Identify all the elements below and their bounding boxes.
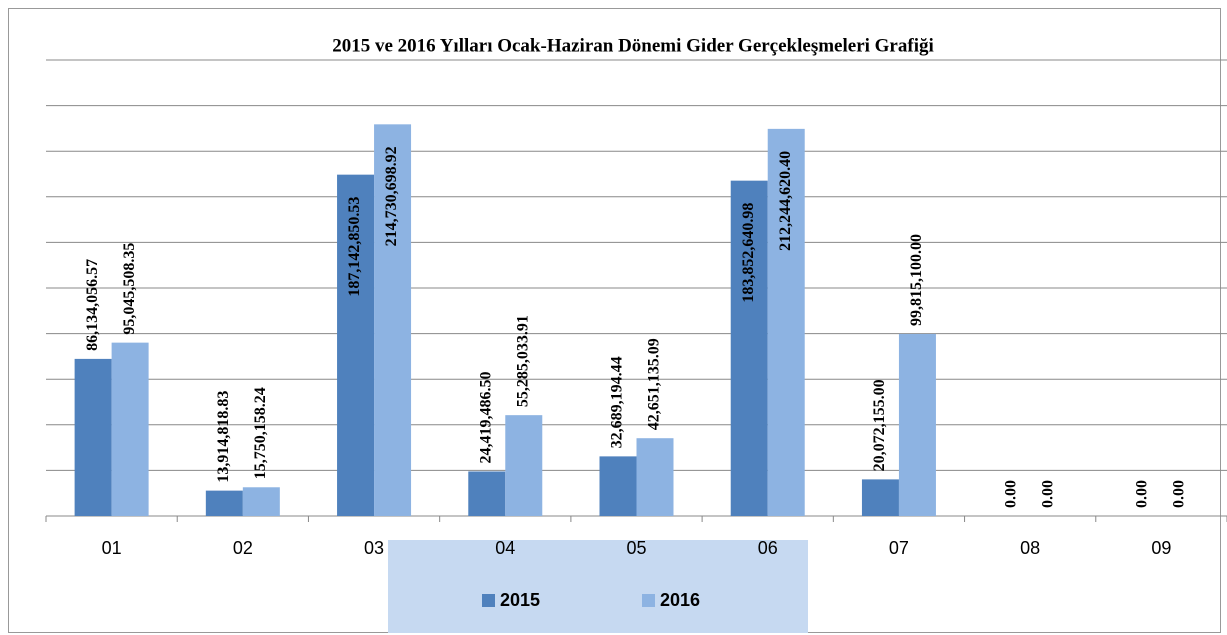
- bar: [205, 490, 243, 516]
- value-label: 32,689,194.44: [609, 356, 626, 448]
- value-label: 55,285,033.91: [514, 315, 531, 407]
- x-tick-label: 06: [758, 538, 778, 558]
- x-tick-label: 02: [233, 538, 253, 558]
- value-label: 20,072,155.00: [871, 379, 888, 471]
- x-tick-label: 08: [1020, 538, 1040, 558]
- bar: [861, 479, 899, 516]
- value-label: 42,651,135.09: [646, 338, 663, 430]
- bar: [74, 358, 112, 516]
- bar: [374, 124, 412, 516]
- value-label: 0.00: [1134, 480, 1151, 508]
- legend-label: 2016: [660, 590, 700, 610]
- legend-swatch: [642, 594, 655, 607]
- value-label: 13,914,818.83: [215, 391, 232, 483]
- x-tick-label: 01: [102, 538, 122, 558]
- bar: [730, 180, 768, 517]
- chart-title: 2015 ve 2016 Yılları Ocak-Haziran Dönemi…: [332, 35, 934, 56]
- bar: [898, 333, 936, 516]
- x-tick-label: 07: [889, 538, 909, 558]
- chart-border: [8, 8, 1221, 633]
- legend-label: 2015: [500, 590, 540, 610]
- value-label: 212,244,620.40: [777, 151, 794, 251]
- x-tick-label: 05: [626, 538, 646, 558]
- value-label: 24,419,486.50: [477, 371, 494, 463]
- value-label: 99,815,100.00: [908, 234, 925, 326]
- bar: [111, 342, 149, 516]
- value-label: 0.00: [1039, 480, 1056, 508]
- legend-box: [388, 540, 808, 633]
- x-tick-label: 04: [495, 538, 515, 558]
- bar: [767, 128, 805, 516]
- value-label: 0.00: [1002, 480, 1019, 508]
- value-label: 183,852,640.98: [740, 203, 757, 303]
- bar: [468, 471, 506, 516]
- bar: [337, 174, 375, 517]
- value-label: 214,730,698.92: [383, 146, 400, 246]
- value-label: 95,045,508.35: [121, 243, 138, 335]
- value-label: 86,134,056.57: [84, 259, 101, 351]
- value-label: 187,142,850.53: [346, 197, 363, 297]
- value-label: 15,750,158.24: [252, 387, 269, 479]
- bar: [242, 487, 280, 516]
- bar: [636, 438, 674, 516]
- x-tick-label: 03: [364, 538, 384, 558]
- legend-swatch: [482, 594, 495, 607]
- value-label: 0.00: [1171, 480, 1188, 508]
- x-tick-label: 09: [1151, 538, 1171, 558]
- bar: [599, 456, 637, 516]
- bar: [505, 415, 543, 516]
